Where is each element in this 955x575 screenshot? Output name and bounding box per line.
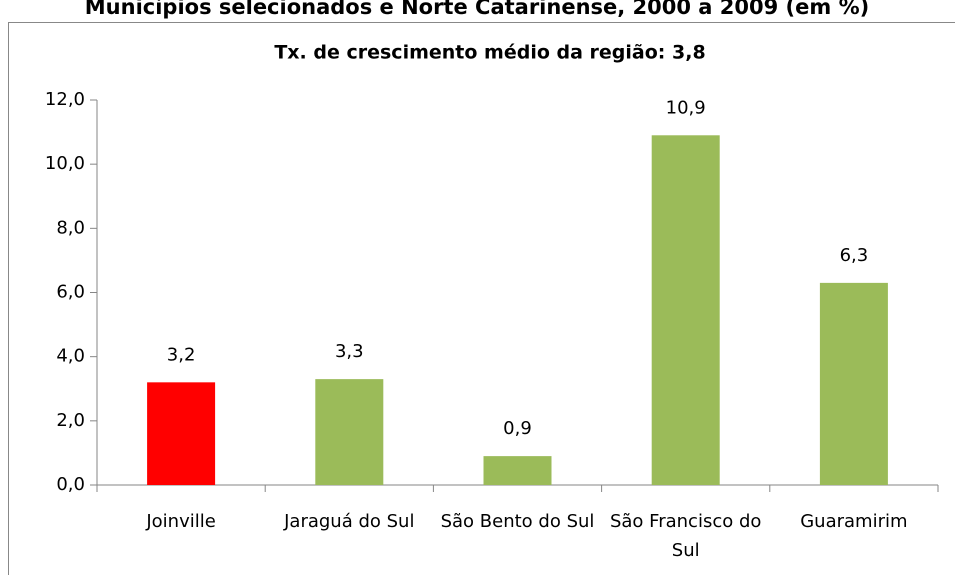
data-label: 3,2 [167, 344, 196, 365]
y-tick-label: 6,0 [56, 282, 85, 303]
y-tick-label: 10,0 [45, 153, 85, 174]
y-tick-label: 8,0 [56, 217, 85, 238]
bar [483, 456, 552, 485]
data-label: 0,9 [503, 418, 532, 439]
y-tick-label: 0,0 [56, 474, 85, 495]
bar [147, 382, 216, 485]
x-tick-label: Joinville [146, 511, 216, 532]
x-tick-label: Jaraguá do Sul [284, 511, 415, 532]
x-tick-label: Guaramirim [800, 511, 908, 532]
x-tick-label: São Francisco do Sul [609, 511, 762, 561]
y-tick-label: 12,0 [45, 89, 85, 110]
data-label: 6,3 [840, 245, 869, 266]
bar [819, 282, 888, 485]
y-tick-label: 2,0 [56, 410, 85, 431]
bar [651, 135, 720, 485]
bar [315, 379, 384, 485]
chart-subtitle: Tx. de crescimento médio da região: 3,8 [274, 42, 705, 64]
chart-frame [8, 22, 955, 575]
y-tick-label: 4,0 [56, 346, 85, 367]
data-label: 10,9 [666, 97, 706, 118]
chart-title: Municípios selecionados e Norte Catarine… [85, 0, 869, 19]
x-tick-label: São Bento do Sul [440, 511, 595, 532]
data-label: 3,3 [335, 341, 364, 362]
